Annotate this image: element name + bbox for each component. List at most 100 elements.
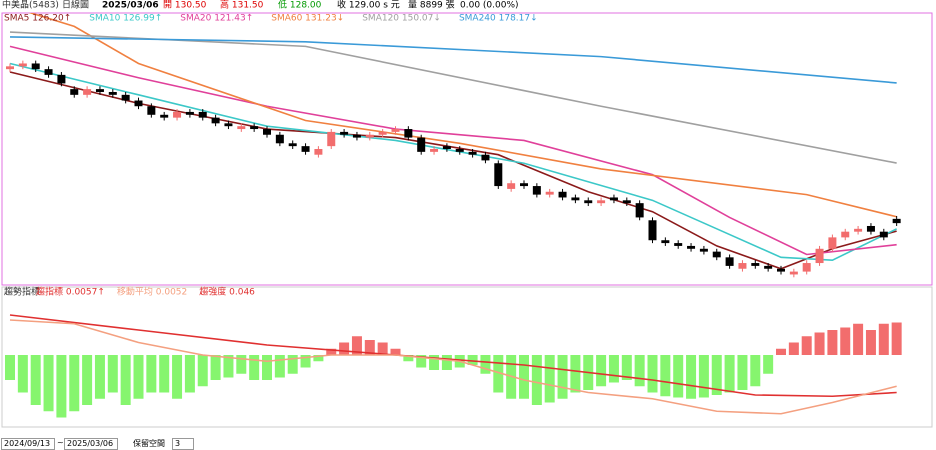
histogram-bar	[673, 355, 684, 398]
histogram-bar	[197, 355, 208, 387]
candle-body	[121, 94, 130, 101]
histogram-bar	[223, 355, 234, 378]
histogram-bar	[686, 355, 697, 399]
stock-name: 中美晶(5483)	[2, 0, 59, 11]
candle-body	[802, 263, 811, 272]
candle-body	[841, 231, 850, 238]
candle-body	[327, 131, 336, 147]
price-plot	[6, 13, 901, 278]
histogram-bar	[891, 322, 902, 355]
candle-body	[751, 263, 760, 266]
histogram-bar	[107, 355, 118, 393]
candle-body	[815, 248, 824, 264]
histogram-bar	[262, 355, 272, 380]
candle-body	[391, 129, 400, 132]
histogram-bar	[429, 355, 440, 370]
histogram-bar	[390, 348, 401, 355]
high: 高 131.50	[220, 0, 264, 11]
candle-body	[455, 149, 464, 152]
legend-entry: 趨強度 0.046	[199, 286, 255, 298]
close: 收 129.00 s 元	[337, 0, 400, 11]
histogram-bar	[172, 355, 183, 399]
histogram-bar	[827, 330, 838, 355]
histogram-bar	[480, 355, 491, 374]
legend-entry: SMA5 126.20↑	[4, 14, 71, 24]
histogram-bar	[120, 355, 131, 405]
candle-body	[699, 248, 708, 252]
histogram-bar	[249, 355, 260, 380]
candle-body	[352, 134, 361, 138]
histogram-bar	[69, 355, 80, 412]
histogram-bar	[711, 355, 722, 395]
histogram-bar	[750, 355, 761, 387]
candle-body	[6, 66, 14, 70]
histogram-bar	[467, 355, 478, 365]
candle-body	[597, 200, 606, 204]
histogram-bar	[519, 355, 529, 399]
candle-body	[224, 123, 233, 127]
view-name: 日線圖	[62, 0, 89, 11]
indicator-title: 趨勢指標	[4, 286, 40, 298]
date: 2025/03/06	[102, 1, 159, 11]
candle-body	[185, 111, 194, 115]
histogram-bar	[634, 355, 645, 387]
legend-entry: 趨指標 0.0057↑	[36, 286, 105, 298]
line	[9, 71, 897, 270]
candle-body	[31, 63, 40, 70]
histogram-bar	[840, 327, 851, 355]
candle-body	[468, 151, 477, 155]
candle-body	[417, 137, 426, 152]
candle-body	[442, 146, 451, 149]
histogram-bar	[441, 355, 452, 370]
candle-body	[777, 268, 785, 272]
end-date[interactable]: 2025/03/06	[64, 438, 118, 450]
candle-body	[44, 69, 53, 75]
histogram-bar	[416, 355, 427, 368]
candle-body	[571, 197, 580, 201]
legend-entry: 移動平均 0.0052	[117, 286, 187, 298]
candle-body	[879, 231, 888, 238]
start-date[interactable]: 2024/09/13	[1, 438, 55, 450]
histogram-bar	[814, 332, 825, 355]
line	[9, 319, 897, 415]
candle-body	[609, 197, 618, 201]
histogram-bar	[737, 355, 748, 390]
candle-body	[160, 114, 169, 118]
histogram-bar	[133, 355, 144, 399]
histogram-bar	[94, 355, 105, 399]
histogram-bar	[274, 355, 285, 378]
indicator-plot	[5, 314, 902, 418]
candle-body	[674, 243, 683, 246]
histogram-bar	[557, 355, 568, 399]
chart: 中美晶(5483) 日線圖 2025/03/06 開 130.50 高 131.…	[1, 0, 933, 428]
candle-body	[147, 106, 156, 115]
histogram-bar	[364, 340, 375, 355]
histogram-bar	[236, 355, 247, 374]
volume: 量 8899 張	[408, 0, 455, 11]
histogram-bar	[570, 355, 581, 393]
histogram-bar	[210, 355, 221, 380]
histogram-bar	[339, 342, 350, 355]
change: 0.00 (0.00%)	[460, 1, 519, 11]
candle-body	[584, 200, 593, 204]
reserve-value[interactable]: 3	[172, 438, 194, 450]
line	[9, 314, 897, 398]
histogram-bar	[801, 336, 812, 355]
candle-body	[712, 251, 721, 258]
candle-body	[250, 126, 259, 130]
candle-body	[789, 271, 798, 275]
candle-body	[173, 111, 182, 118]
histogram-bar	[531, 355, 542, 405]
histogram-bar	[313, 355, 324, 362]
candle-body	[481, 154, 490, 161]
candle-body	[134, 100, 143, 107]
histogram-bar	[56, 355, 67, 418]
candle-body	[854, 228, 863, 232]
histogram-bar	[596, 355, 607, 387]
candle-body	[378, 131, 387, 135]
low: 低 128.00	[278, 0, 322, 11]
histogram-bar	[300, 355, 311, 368]
histogram-bar	[724, 355, 735, 393]
candle-body	[340, 131, 349, 135]
